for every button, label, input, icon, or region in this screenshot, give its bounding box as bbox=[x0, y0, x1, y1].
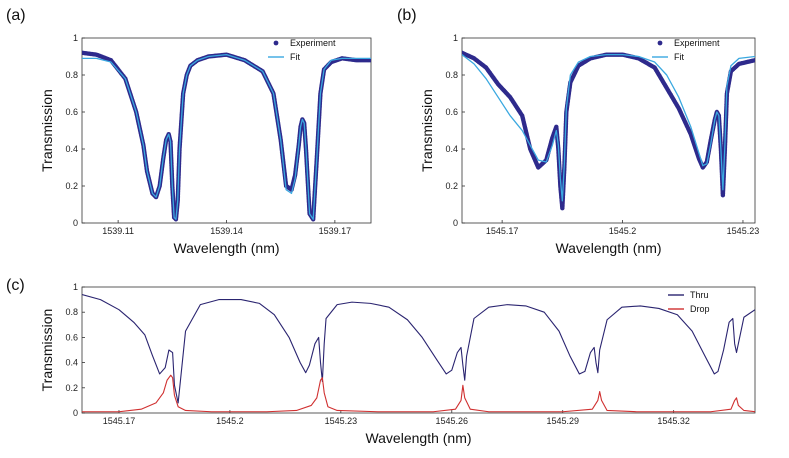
x-axis-label-c: Wavelength (nm) bbox=[365, 430, 471, 446]
x-tick-label-a-2: 1539.17 bbox=[319, 226, 352, 236]
x-tick-label-c-4: 1545.29 bbox=[546, 416, 579, 426]
x-axis-label-b: Wavelength (nm) bbox=[555, 240, 661, 256]
y-tick-label-a-0: 0 bbox=[73, 218, 78, 228]
series-group-a bbox=[82, 50, 371, 222]
legend-b: Experiment Fit bbox=[652, 38, 720, 62]
x-tick-label-c-5: 1545.32 bbox=[657, 416, 690, 426]
y-tick-label-a-4: 0.8 bbox=[65, 70, 78, 80]
plot-frame-c bbox=[81, 286, 756, 414]
x-tick-label-a-0: 1539.11 bbox=[102, 226, 134, 236]
legend-swatch-b-0 bbox=[657, 40, 663, 46]
legend-label-a-0: Experiment bbox=[290, 38, 336, 48]
series-line-c-drop bbox=[82, 374, 755, 413]
y-tick-label-c-5: 1 bbox=[73, 282, 78, 292]
chart-a: 0 0.2 0.4 0.6 0.8 1 1539.11 1539.14 1539.17 Wavel… bbox=[39, 33, 372, 256]
y-tick-label-a-1: 0.2 bbox=[65, 181, 78, 191]
y-tick-label-a-3: 0.6 bbox=[65, 107, 78, 117]
x-axis-label-a: Wavelength (nm) bbox=[173, 240, 279, 256]
y-tick-label-c-2: 0.4 bbox=[65, 358, 78, 368]
y-tick-label-c-1: 0.2 bbox=[65, 383, 78, 393]
x-tick-label-b-0: 1545.17 bbox=[486, 226, 519, 236]
legend-label-b-1: Fit bbox=[674, 52, 684, 62]
y-axis-label-a: Transmission bbox=[39, 89, 55, 172]
y-tick-label-b-1: 0.2 bbox=[445, 181, 458, 191]
y-tick-label-c-3: 0.6 bbox=[65, 332, 78, 342]
chart-b: 0 0.2 0.4 0.6 0.8 1 1545.17 1545.2 1545.23 Wavele… bbox=[419, 33, 759, 256]
series-line-b-fit bbox=[462, 54, 755, 202]
x-tick-label-a-1: 1539.14 bbox=[210, 226, 243, 236]
y-tick-label-b-0: 0 bbox=[453, 218, 458, 228]
x-tick-label-c-2: 1545.23 bbox=[325, 416, 358, 426]
y-tick-label-b-5: 1 bbox=[453, 33, 458, 43]
y-tick-label-b-3: 0.6 bbox=[445, 107, 458, 117]
legend-label-a-1: Fit bbox=[290, 52, 300, 62]
data-point-a bbox=[368, 58, 371, 63]
series-line-a-fit bbox=[82, 54, 371, 220]
x-tick-label-b-2: 1545.23 bbox=[727, 226, 760, 236]
panel-label-a: (a) bbox=[6, 7, 26, 24]
legend-swatch-a-0 bbox=[273, 40, 279, 46]
y-tick-label-a-5: 1 bbox=[73, 33, 78, 43]
data-point-b bbox=[752, 58, 755, 63]
legend-c: Thru Drop bbox=[668, 290, 710, 314]
legend-a: Experiment Fit bbox=[268, 38, 336, 62]
chart-c: 0 0.2 0.4 0.6 0.8 1 1545.17 1545.2 1545.23 1545.2… bbox=[39, 282, 756, 446]
y-tick-label-b-4: 0.8 bbox=[445, 70, 458, 80]
x-tick-label-b-1: 1545.2 bbox=[609, 226, 637, 236]
series-group-b bbox=[462, 50, 755, 211]
series-line-c-thru bbox=[82, 294, 755, 404]
plot-frame-b bbox=[461, 37, 756, 224]
y-tick-label-c-0: 0 bbox=[73, 408, 78, 418]
panel-label-c: (c) bbox=[6, 277, 25, 294]
x-tick-label-c-1: 1545.2 bbox=[216, 416, 244, 426]
panel-label-b: (b) bbox=[397, 7, 417, 24]
x-tick-label-c-3: 1545.26 bbox=[436, 416, 469, 426]
x-tick-label-c-0: 1545.17 bbox=[103, 416, 136, 426]
y-axis-label-b: Transmission bbox=[419, 89, 435, 172]
legend-label-c-0: Thru bbox=[690, 290, 709, 300]
y-tick-label-a-2: 0.4 bbox=[65, 144, 78, 154]
series-group-c bbox=[82, 294, 755, 413]
y-tick-label-c-4: 0.8 bbox=[65, 307, 78, 317]
y-tick-label-b-2: 0.4 bbox=[445, 144, 458, 154]
legend-label-b-0: Experiment bbox=[674, 38, 720, 48]
y-axis-label-c: Transmission bbox=[39, 309, 55, 392]
legend-label-c-1: Drop bbox=[690, 304, 710, 314]
